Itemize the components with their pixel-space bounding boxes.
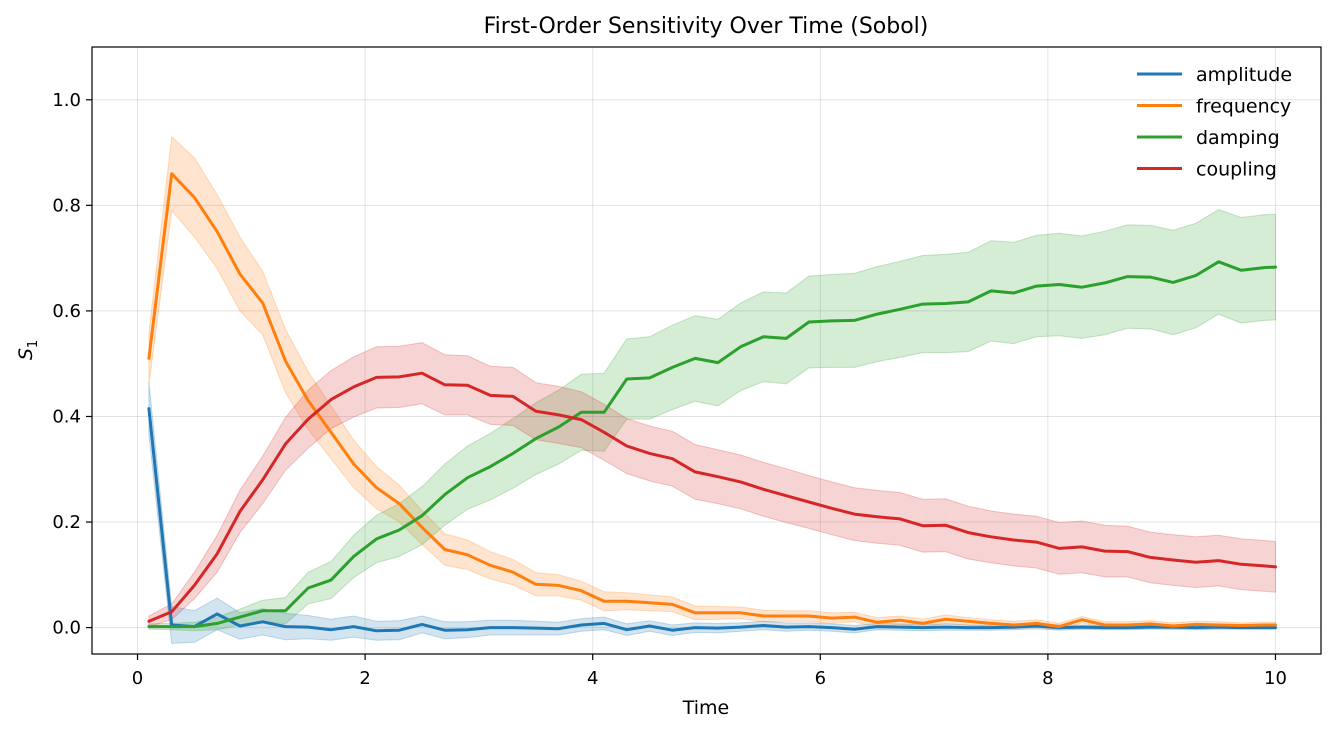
confidence-bands [148, 135, 1276, 644]
damping-confidence-band [148, 209, 1276, 632]
x-axis-label: Time [682, 697, 730, 719]
y-tick-label: 0.8 [52, 195, 81, 216]
x-tick-label: 2 [359, 668, 370, 689]
y-tick-label: 0.0 [52, 618, 81, 639]
legend: amplitude frequency damping coupling [1137, 64, 1292, 181]
y-tick-label: 1.0 [52, 90, 81, 111]
chart-title: First-Order Sensitivity Over Time (Sobol… [484, 14, 929, 39]
damping-legend-label: damping [1196, 127, 1280, 149]
y-tick-label: 0.2 [52, 512, 81, 533]
y-axis: 0.0 0.2 0.4 0.6 0.8 1.0 [52, 90, 92, 639]
y-axis-label-main: S [15, 348, 37, 360]
plot-frame [91, 46, 1322, 655]
y-tick-label: 0.6 [52, 301, 81, 322]
frequency-legend-label: frequency [1196, 96, 1291, 118]
x-tick-label: 6 [815, 668, 826, 689]
amplitude-legend-label: amplitude [1196, 64, 1292, 86]
amplitude-confidence-band [148, 382, 1276, 644]
x-tick-label: 10 [1264, 668, 1287, 689]
frequency-series-line [147, 172, 1277, 629]
x-tick-label: 0 [132, 668, 143, 689]
amplitude-series-line [147, 407, 1277, 633]
series-lines [147, 172, 1277, 633]
coupling-confidence-band [148, 342, 1276, 628]
y-tick-label: 0.4 [52, 406, 81, 427]
damping-series-line [147, 260, 1277, 629]
coupling-series-line [147, 371, 1277, 623]
y-axis-label-subscript: 1 [26, 340, 41, 348]
x-tick-label: 4 [587, 668, 598, 689]
coupling-legend-label: coupling [1196, 159, 1277, 181]
x-tick-label: 8 [1042, 668, 1053, 689]
x-axis: 0 2 4 6 8 10 [132, 654, 1287, 689]
y-axis-label: S1 [15, 340, 41, 360]
